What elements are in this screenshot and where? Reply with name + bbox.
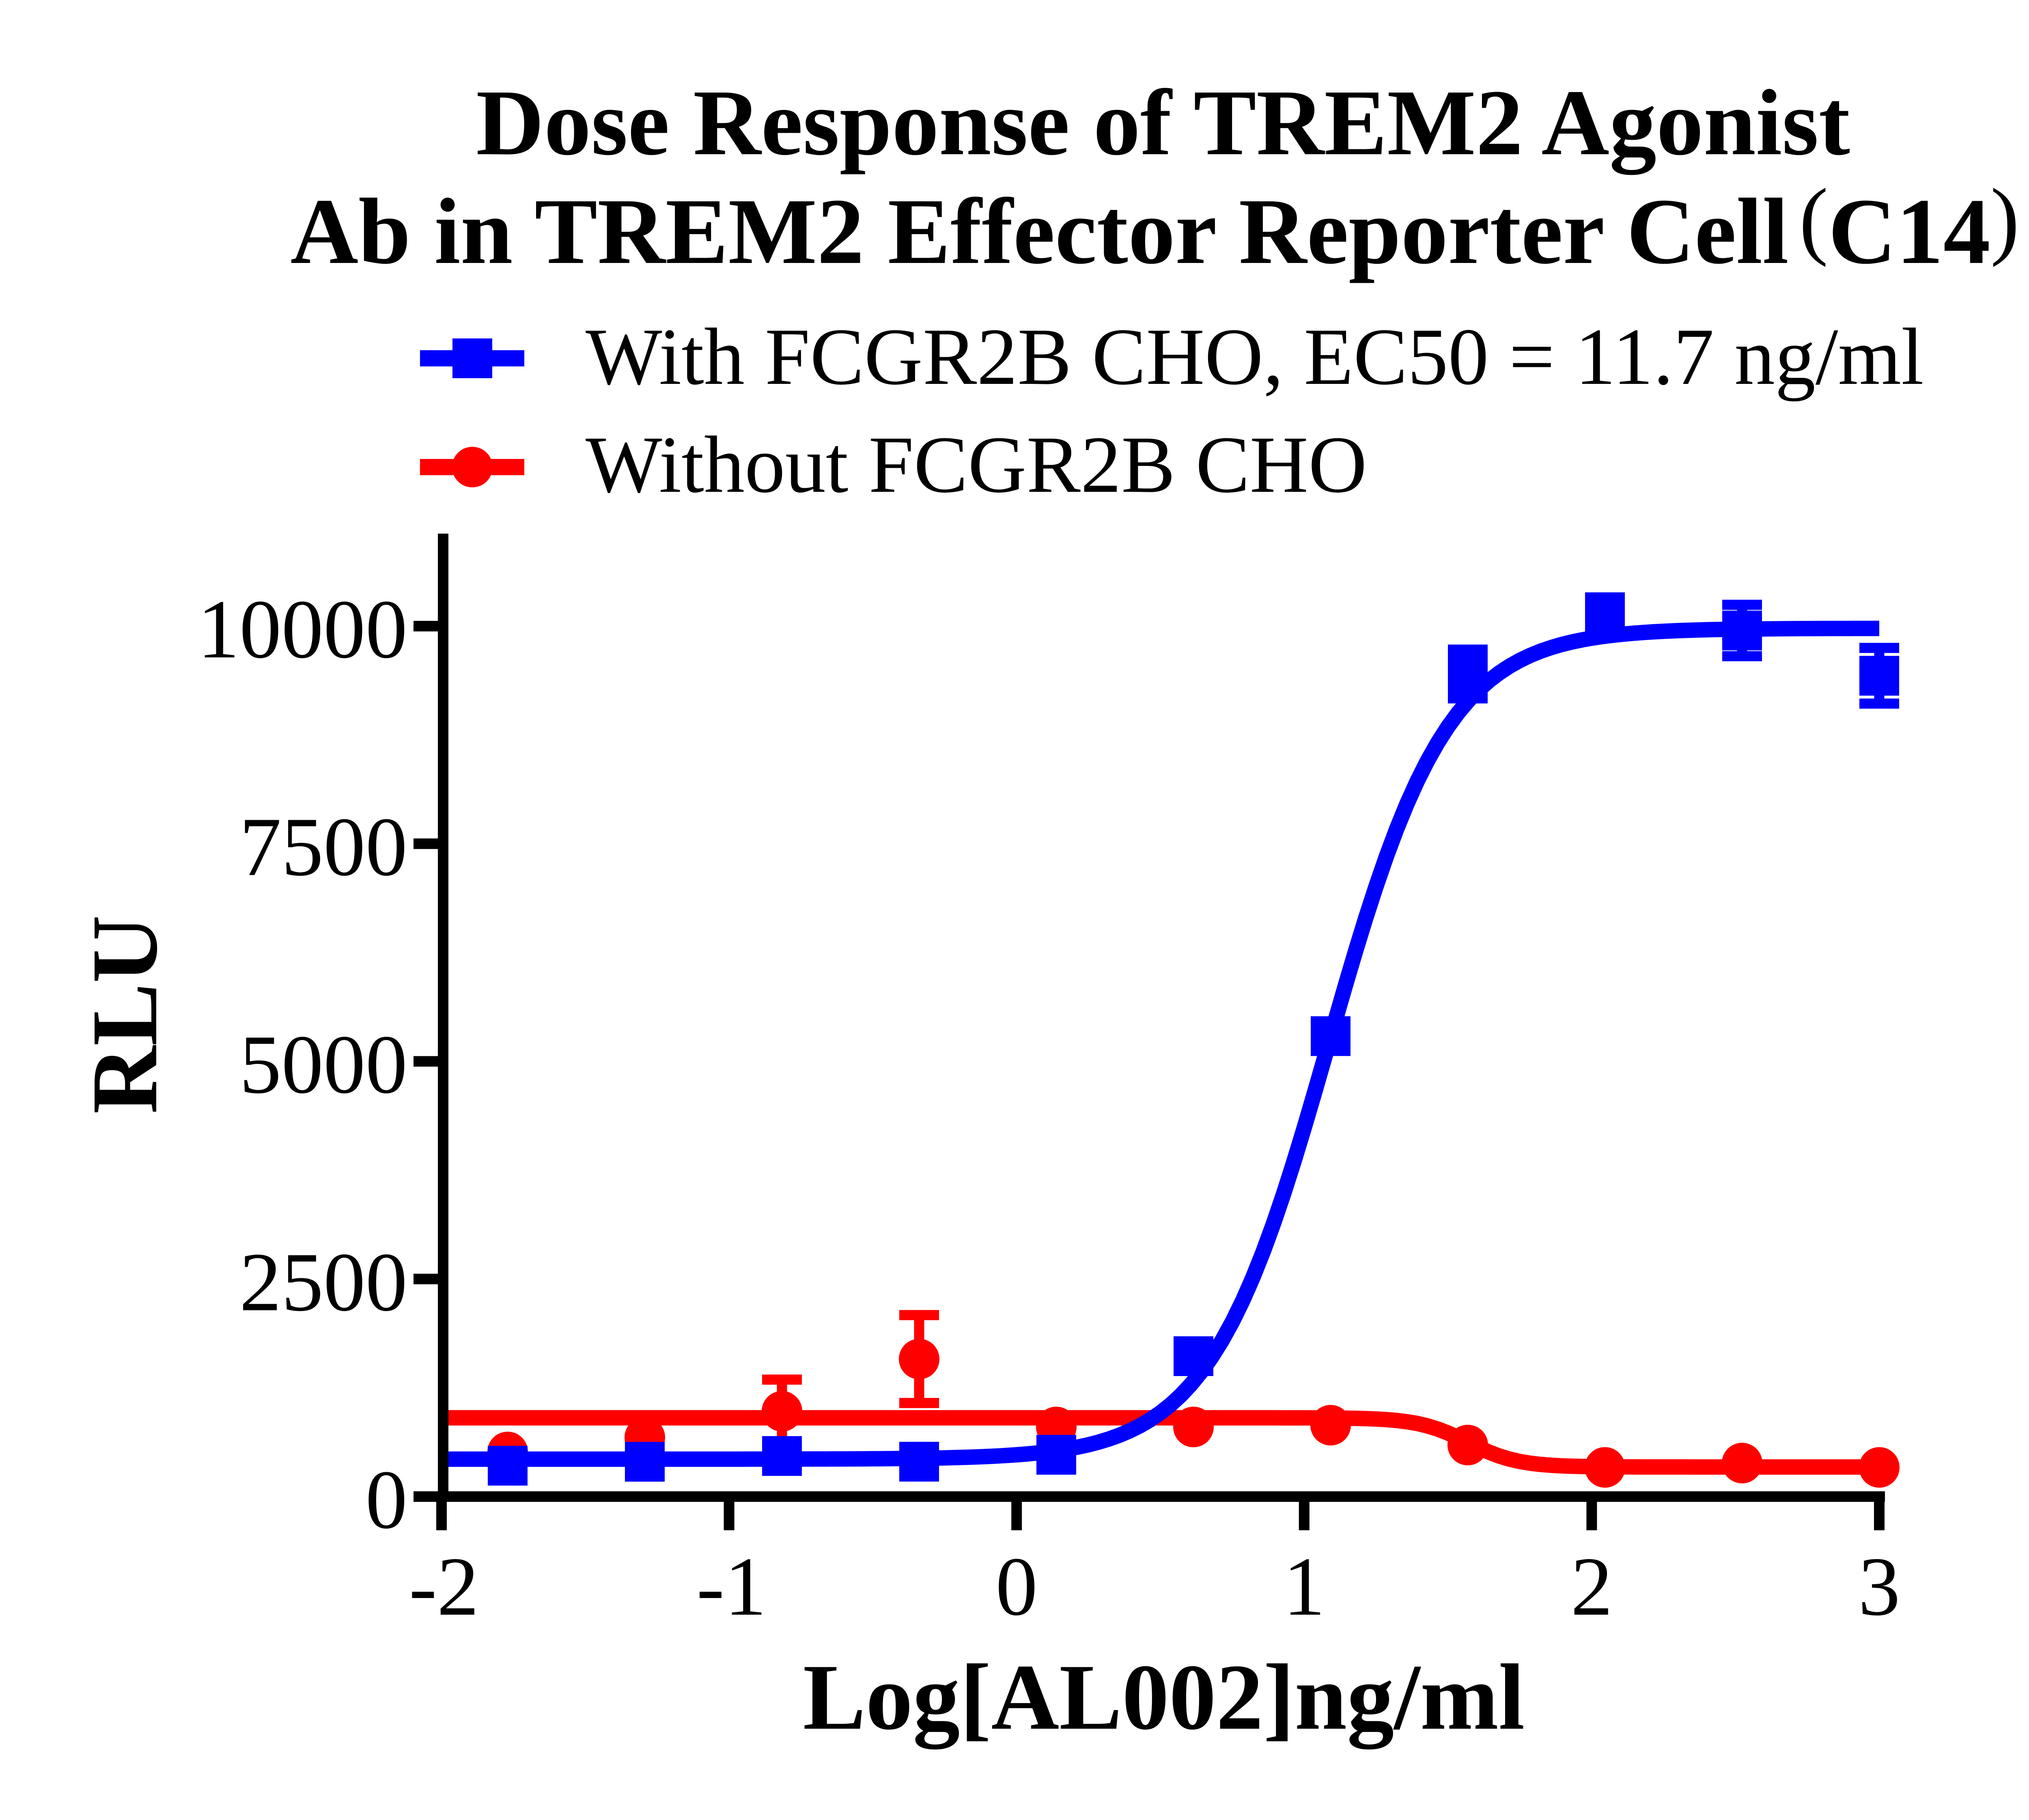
- svg-text:Dose Response of TREM2 Agonist: Dose Response of TREM2 Agonist: [476, 71, 1850, 175]
- svg-text:-1: -1: [696, 1540, 766, 1633]
- svg-text:3: 3: [1858, 1540, 1900, 1633]
- svg-text:RLU: RLU: [73, 915, 177, 1114]
- svg-text:7500: 7500: [239, 800, 407, 893]
- svg-text:2500: 2500: [239, 1236, 407, 1329]
- svg-text:Without FCGR2B CHO: Without FCGR2B CHO: [586, 420, 1367, 510]
- svg-text:Ab in TREM2 Effector Reporter: Ab in TREM2 Effector Reporter Cell (C14): [291, 170, 2020, 284]
- svg-text:5000: 5000: [239, 1018, 407, 1111]
- svg-text:0: 0: [366, 1453, 408, 1546]
- svg-text:-2: -2: [409, 1540, 479, 1633]
- svg-text:1: 1: [1283, 1540, 1325, 1633]
- svg-text:0: 0: [995, 1540, 1038, 1633]
- svg-text:With FCGR2B CHO, EC50 = 11.7 n: With FCGR2B CHO, EC50 = 11.7 ng/ml: [586, 312, 1924, 402]
- svg-text:10000: 10000: [198, 583, 408, 676]
- svg-text:2: 2: [1571, 1540, 1613, 1633]
- svg-text:Log[AL002]ng/ml: Log[AL002]ng/ml: [803, 1645, 1525, 1749]
